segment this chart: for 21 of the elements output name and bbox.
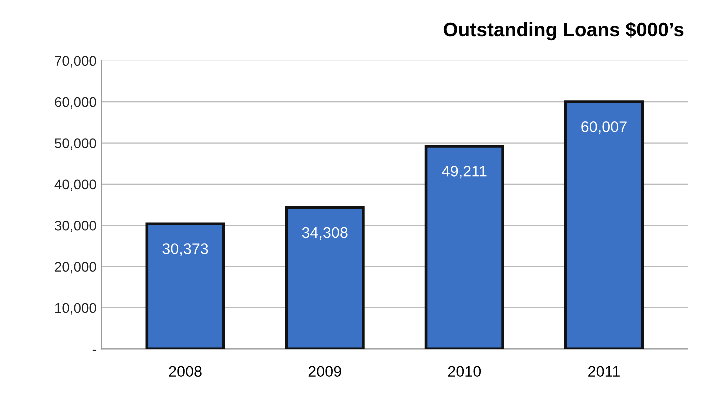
- y-tick-label: 30,000: [54, 220, 96, 232]
- x-tick-label: 2011: [588, 366, 620, 378]
- y-tick-label: 20,000: [55, 262, 96, 274]
- bar: [564, 100, 644, 350]
- x-tick-label: 2008: [169, 366, 202, 378]
- y-tick-label: 50,000: [55, 138, 96, 150]
- x-tick-label: 2010: [448, 366, 482, 378]
- y-tick-label: -: [92, 350, 96, 352]
- bar: [146, 222, 226, 350]
- x-tick-label: 2009: [308, 366, 342, 378]
- data-label: 34,308: [302, 227, 348, 240]
- bar: [285, 206, 365, 350]
- y-tick-label: 70,000: [55, 56, 96, 68]
- chart-title: Outstanding Loans $000’s: [444, 22, 684, 41]
- y-tick-label: 40,000: [54, 180, 96, 192]
- data-label: 30,373: [162, 244, 208, 256]
- y-tick-label: 10,000: [56, 303, 96, 315]
- bar: [424, 145, 504, 350]
- data-label: 60,007: [582, 122, 627, 134]
- data-label: 49,211: [442, 166, 487, 179]
- y-tick-label: 60,000: [55, 97, 96, 109]
